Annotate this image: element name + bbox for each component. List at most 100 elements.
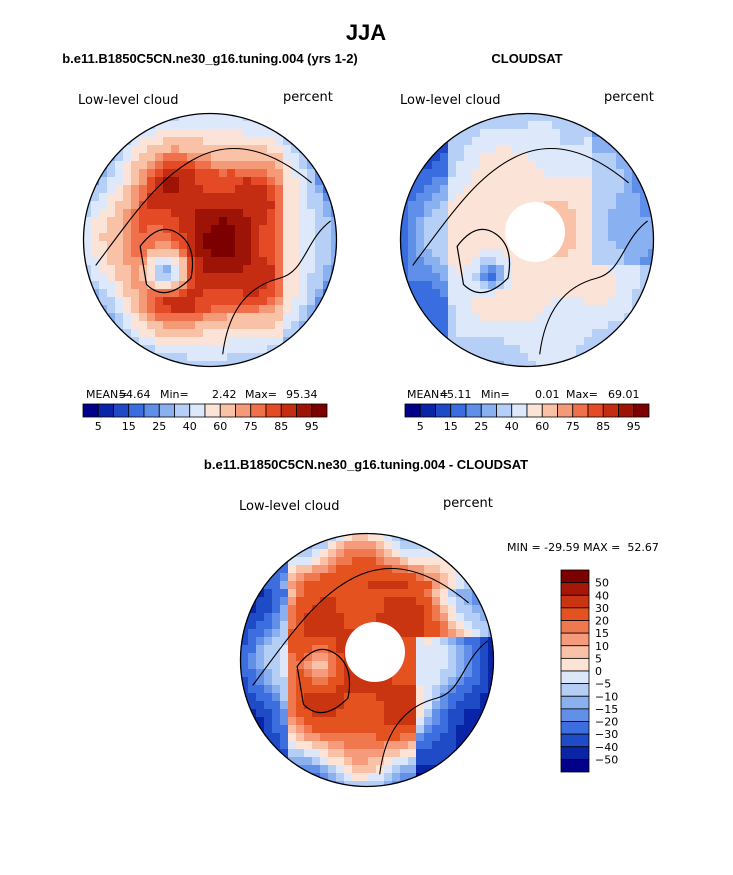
map-cell [291,297,300,306]
map-cell [280,645,289,654]
map-cell [320,669,329,678]
map-cell [520,185,529,194]
colorbar-swatch [311,403,328,418]
map-cell [496,193,505,202]
map-cell [187,345,196,354]
map-cell [283,313,292,322]
map-cell [304,733,313,742]
map-cell [195,217,204,226]
map-cell [304,581,313,590]
map-cell [264,701,273,710]
map-cell [472,313,481,322]
map-cell [616,249,625,258]
map-cell [520,161,529,170]
map-cell [155,281,164,290]
map-cell [560,265,569,274]
map-cell [243,129,252,138]
map-cell [552,273,561,282]
map-cell [600,305,609,314]
map-cell [219,297,228,306]
map-cell [528,345,537,354]
map-cell [235,297,244,306]
map-cell [272,589,281,598]
map-cell [432,597,441,606]
colorbar-tick-label: 40 [505,420,519,433]
map-cell [283,273,292,282]
map-cell [323,257,332,266]
map-cell [520,273,529,282]
map-cell [275,169,284,178]
map-cell [344,685,353,694]
map-cell [424,273,433,282]
map-cell [592,145,601,154]
map-cell [243,177,252,186]
map-cell [408,669,417,678]
map-cell [424,265,433,274]
map-cell [248,613,257,622]
map-cell [400,613,409,622]
map-cell [528,289,537,298]
map-cell [576,201,585,210]
map-cell [83,249,92,258]
map-cell [251,153,260,162]
map-cell [472,249,481,258]
map-cell [576,337,585,346]
map-cell [280,661,289,670]
map-cell [448,313,457,322]
map-cell [195,321,204,330]
map-cell [560,289,569,298]
map-cell [99,177,108,186]
map-cell [235,169,244,178]
map-cell [456,725,465,734]
colorbar-swatch [143,403,160,418]
map-cell [283,329,292,338]
map-cell [424,749,433,758]
colorbar-swatch [465,403,482,418]
map-cell [648,281,654,290]
map-cell [163,193,172,202]
map-cell [328,605,337,614]
map-cell [456,613,465,622]
map-cell [528,305,537,314]
map-cell [299,209,308,218]
map-cell [488,653,494,662]
map-cell [408,225,417,234]
map-cell [536,337,545,346]
map-cell [243,289,252,298]
map-cell [352,541,361,550]
map-cell [584,217,593,226]
map-cell [440,565,449,574]
map-cell [440,233,449,242]
map-cell [312,677,321,686]
map-cell [259,273,268,282]
map-cell [456,621,465,630]
map-cell [464,185,473,194]
map-cell [512,273,521,282]
map-cell [432,701,441,710]
map-cell [299,169,308,178]
map-cell [416,677,425,686]
map-cell [323,209,332,218]
map-cell [243,169,252,178]
map-cell [219,209,228,218]
map-cell [384,773,393,782]
map-cell [360,701,369,710]
map-cell [368,613,377,622]
map-cell [432,565,441,574]
map-cell [99,201,108,210]
colorbar-swatch [560,632,590,647]
map-cell [488,153,497,162]
map-cell [632,257,641,266]
map-cell [568,257,577,266]
map-cell [472,129,481,138]
map-cell [280,725,289,734]
map-cell [592,161,601,170]
map-cell [203,273,212,282]
map-cell [416,549,425,558]
map-cell [456,153,465,162]
map-cell [211,177,220,186]
map-cell [456,169,465,178]
missing-data-hole [345,622,405,682]
map-cell [179,249,188,258]
map-cell [400,733,409,742]
